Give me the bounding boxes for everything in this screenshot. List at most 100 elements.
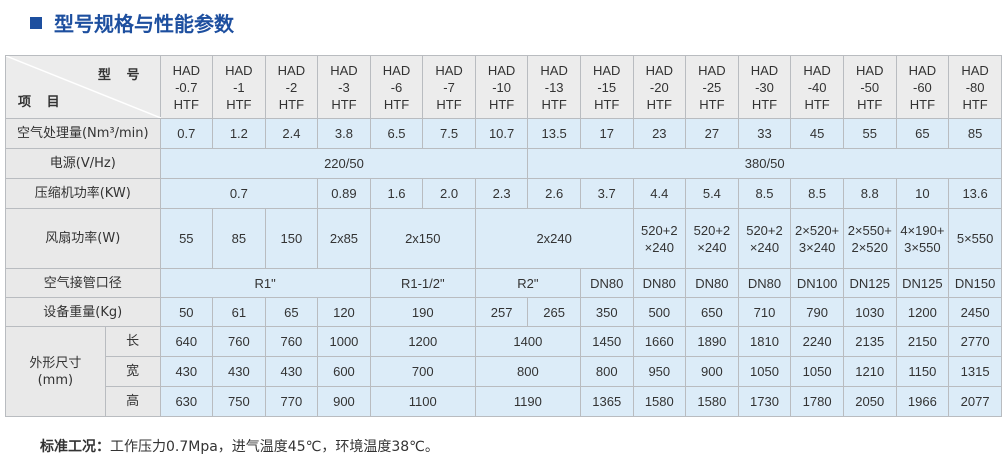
dimension-label: 宽 (104, 356, 161, 387)
spec-table: 型 号项 目 HAD -0.7 HTF HAD -1 HTF HAD -2 HTF HAD -3 HTF… (5, 55, 1002, 417)
table-cell: 4×190+ 3×550 (895, 208, 950, 269)
footer-label: 标准工况： (40, 439, 110, 455)
table-cell: 1190 (474, 386, 581, 417)
table-cell: 7.5 (422, 118, 476, 149)
table-cell: 0.89 (317, 178, 371, 209)
table-cell: 950 (632, 356, 687, 387)
table-cell: 265 (527, 297, 581, 327)
table-cell: 380/50 (527, 148, 1002, 179)
table-cell: 2050 (842, 386, 897, 417)
model-header: HAD -10 HTF (474, 55, 529, 119)
table-cell: 350 (579, 297, 634, 327)
table-cell: 2×520+ 3×240 (790, 208, 844, 269)
diagonal-divider (6, 56, 161, 118)
table-cell: 65 (895, 118, 950, 149)
table-row: 压缩机功率(KW) 0.7 0.89 1.6 2.0 2.3 2.6 3.7 4.4 5.4 8.5… (5, 178, 1002, 209)
table-cell: 700 (369, 356, 476, 387)
table-cell: 1365 (579, 386, 634, 417)
table-cell: 85 (948, 118, 1002, 149)
dimension-label: 高 (104, 386, 161, 417)
table-cell: 1000 (317, 326, 371, 357)
model-header: HAD -13 HTF (527, 55, 581, 119)
table-cell: 640 (159, 326, 214, 357)
table-cell: 430 (212, 356, 266, 387)
model-header: HAD -60 HTF (895, 55, 950, 119)
table-cell: 760 (264, 326, 319, 357)
table-row: 空气处理量(Nm³/min) 0.7 1.2 2.4 3.8 6.5 7.5 10.7 13.5… (5, 118, 1002, 149)
table-cell: R2" (474, 268, 581, 298)
table-cell: 0.7 (159, 118, 214, 149)
model-label: 型 号 (97, 67, 146, 82)
table-cell: 17 (579, 118, 634, 149)
dimension-row: 宽 430 430 430 600 700 800 800 950 900 1050 1050 1210… (6, 356, 1002, 387)
table-cell: 1210 (842, 356, 897, 387)
table-cell: R1" (159, 268, 371, 298)
table-cell: DN125 (842, 268, 897, 298)
table-cell: 61 (212, 297, 266, 327)
table-cell: DN125 (895, 268, 950, 298)
table-cell: 45 (790, 118, 844, 149)
table-cell: 3.8 (317, 118, 371, 149)
table-cell: DN80 (737, 268, 792, 298)
table-cell: 1966 (895, 386, 950, 417)
dimension-label: 长 (104, 326, 161, 357)
table-cell: DN150 (948, 268, 1002, 298)
table-cell: 55 (159, 208, 214, 269)
dimension-row: 外形尺寸 (mm) 长 640 760 760 1000 1200 1400 1450 1660 18… (5, 326, 1002, 417)
table-cell: 27 (685, 118, 739, 149)
table-cell: 120 (317, 297, 371, 327)
table-cell: 800 (474, 356, 581, 387)
table-cell: 900 (317, 386, 371, 417)
model-header: HAD -3 HTF (317, 55, 371, 119)
model-header: HAD -20 HTF (632, 55, 687, 119)
square-bullet-icon (30, 16, 42, 29)
table-cell: 3.7 (579, 178, 634, 209)
table-cell: 23 (632, 118, 687, 149)
table-cell: 750 (212, 386, 266, 417)
table-cell: 600 (317, 356, 371, 387)
table-cell: 650 (685, 297, 739, 327)
table-cell: 1050 (790, 356, 844, 387)
table-cell: 760 (212, 326, 266, 357)
model-header: HAD -0.7 HTF (159, 55, 214, 119)
table-cell: DN80 (579, 268, 634, 298)
table-cell: 800 (579, 356, 634, 387)
table-cell: 8.5 (790, 178, 844, 209)
table-cell: 2x150 (369, 208, 476, 269)
footer-text: 工作压力0.7Mpa，进气温度45℃，环境温度38℃。 (110, 439, 439, 455)
corner-header: 型 号项 目 (5, 55, 161, 119)
table-cell: 257 (474, 297, 529, 327)
section-title: 型号规格与性能参数 (30, 8, 234, 37)
table-cell: 13.5 (527, 118, 581, 149)
table-cell: 1150 (895, 356, 950, 387)
table-cell: 5×550 (948, 208, 1002, 269)
table-cell: 55 (842, 118, 897, 149)
table-cell: DN80 (685, 268, 739, 298)
table-cell: 790 (790, 297, 844, 327)
table-cell: 520+2 ×240 (737, 208, 792, 269)
table-cell: 85 (212, 208, 266, 269)
table-cell: DN100 (790, 268, 844, 298)
table-row: 电源(V/Hz) 220/50 380/50 (5, 148, 1002, 179)
table-cell: 430 (264, 356, 319, 387)
table-cell: 1100 (369, 386, 476, 417)
table-cell: 2.3 (474, 178, 529, 209)
table-cell: 8.5 (737, 178, 792, 209)
table-cell: 1890 (685, 326, 739, 357)
table-cell: 2450 (948, 297, 1002, 327)
table-cell: 1580 (632, 386, 687, 417)
row-label: 风扇功率(W) (5, 208, 161, 269)
table-cell: 1315 (948, 356, 1002, 387)
table-cell: 770 (264, 386, 319, 417)
table-cell: 6.5 (369, 118, 424, 149)
table-cell: 33 (737, 118, 792, 149)
table-cell: 1030 (842, 297, 897, 327)
table-cell: 1400 (474, 326, 581, 357)
table-cell: 710 (737, 297, 792, 327)
model-header: HAD -2 HTF (264, 55, 319, 119)
dimensions-label: 外形尺寸 (mm) (5, 326, 106, 417)
table-cell: 2135 (842, 326, 897, 357)
footer-note: 标准工况：工作压力0.7Mpa，进气温度45℃，环境温度38℃。 (40, 436, 439, 456)
row-label: 压缩机功率(KW) (5, 178, 161, 209)
model-header: HAD -30 HTF (737, 55, 792, 119)
